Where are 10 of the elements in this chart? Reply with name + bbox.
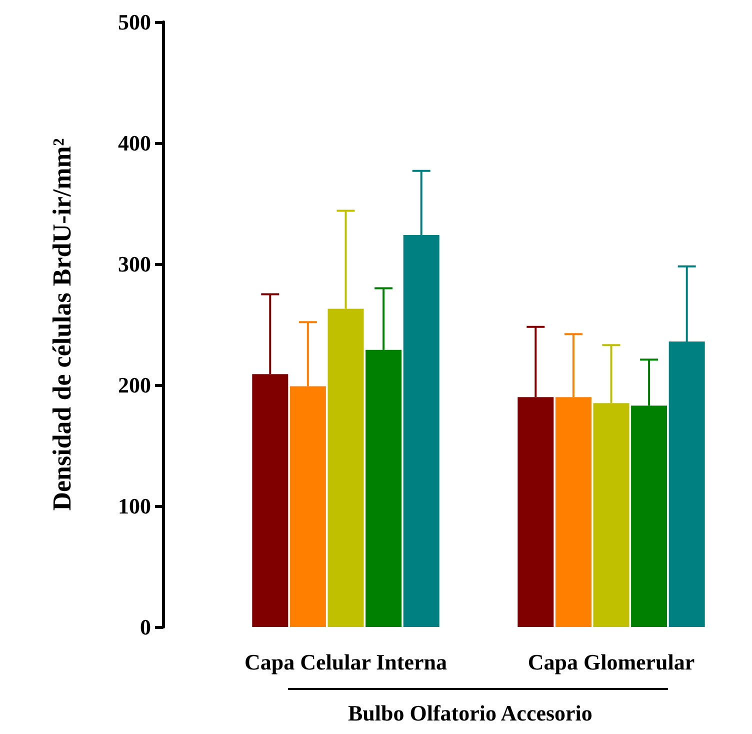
y-axis-title: Densidad de células BrdU-ir/mm²: [48, 138, 76, 511]
y-tick-label: 500: [118, 10, 151, 34]
text: Bulbo Olfatorio Accesorio: [348, 700, 592, 726]
x-tick-label: Capa Glomerular: [528, 650, 695, 674]
y-tick-label: 300: [118, 252, 151, 276]
y-tick-label: 0: [140, 614, 151, 640]
y-tick-label: 400: [118, 130, 151, 156]
y-tick-label: 200: [118, 372, 151, 398]
x-tick-label: Capa Celular Interna: [244, 650, 447, 674]
y-tick-label: 100: [118, 494, 151, 518]
